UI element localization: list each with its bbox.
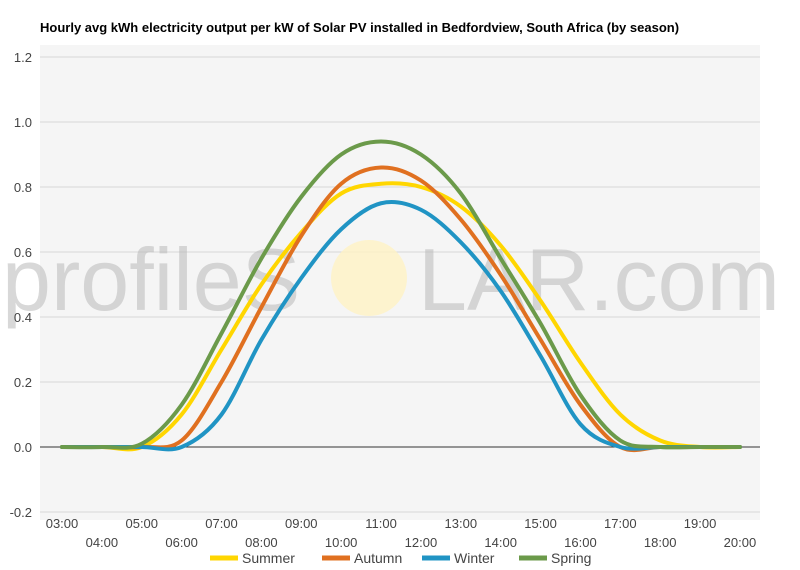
chart-title: Hourly avg kWh electricity output per kW…	[40, 20, 679, 35]
x-tick-label: 11:00	[365, 516, 397, 531]
x-tick-label: 06:00	[165, 535, 198, 550]
x-axis: 03:00 04:00 05:00 06:00 07:00 08:00 09:00 10:00…	[46, 516, 757, 550]
x-tick-label: 18:00	[644, 535, 677, 550]
x-tick-label: 05:00	[125, 516, 158, 531]
series-line-winter	[60, 199, 742, 452]
x-tick-label: 13:00	[445, 516, 478, 531]
x-tick-label: 04:00	[86, 535, 119, 550]
x-tick-label: 07:00	[205, 516, 238, 531]
x-tick-label: 15:00	[524, 516, 557, 531]
x-tick-label: 12:00	[405, 535, 438, 550]
x-tick-label: 03:00	[46, 516, 79, 531]
legend-label-autumn: Autumn	[354, 550, 402, 566]
legend: Summer Autumn Winter Spring	[210, 550, 591, 566]
x-tick-label: 14:00	[484, 535, 517, 550]
y-axis: -0.2 0.0 0.2 0.4 0.6 0.8 1.0 1.2	[10, 50, 32, 520]
series-line-spring	[60, 139, 742, 450]
x-tick-label: 17:00	[604, 516, 637, 531]
y-tick-label: 0.4	[14, 310, 32, 325]
x-tick-label: 10:00	[325, 535, 358, 550]
legend-label-summer: Summer	[242, 550, 295, 566]
y-tick-label: -0.2	[10, 505, 32, 520]
watermark-right: LAR.com	[418, 230, 780, 329]
legend-label-winter: Winter	[454, 550, 495, 566]
y-tick-label: 1.0	[14, 115, 32, 130]
legend-label-spring: Spring	[551, 550, 591, 566]
y-tick-label: 0.8	[14, 180, 32, 195]
watermark: profileS LAR.com	[2, 230, 780, 329]
y-tick-label: 1.2	[14, 50, 32, 65]
x-tick-label: 19:00	[684, 516, 717, 531]
x-tick-label: 20:00	[724, 535, 757, 550]
y-tick-label: 0.2	[14, 375, 32, 390]
x-tick-label: 08:00	[245, 535, 278, 550]
series-line-summer	[60, 181, 742, 452]
watermark-sun	[331, 240, 407, 316]
x-tick-label: 09:00	[285, 516, 318, 531]
x-tick-label: 16:00	[564, 535, 597, 550]
y-tick-label: 0.0	[14, 440, 32, 455]
series-lines	[60, 139, 742, 453]
y-tick-label: 0.6	[14, 245, 32, 260]
